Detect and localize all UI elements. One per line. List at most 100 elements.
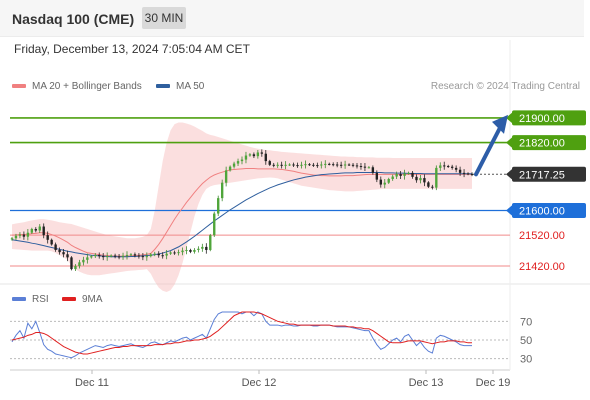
candle-body xyxy=(113,255,117,257)
candle-body xyxy=(62,252,65,255)
candle-body xyxy=(82,259,85,263)
legend-ma50: MA 50 xyxy=(156,81,204,92)
candle-body xyxy=(54,244,57,250)
candle-body xyxy=(276,164,279,166)
x-tick-label-1: Dec 12 xyxy=(242,377,277,389)
level-tag-2 xyxy=(512,166,586,182)
candle-body xyxy=(312,164,315,166)
candle-body xyxy=(70,257,73,270)
legend-ma20-label: MA 20 + Bollinger Bands xyxy=(32,81,142,92)
candle-body xyxy=(109,255,113,257)
candle-body xyxy=(447,166,450,168)
candle-body xyxy=(403,173,406,176)
level-tag-0 xyxy=(512,110,586,126)
bollinger-band-area xyxy=(12,122,472,292)
legend-9ma-label: 9MA xyxy=(82,294,103,305)
candle-body xyxy=(177,252,180,254)
x-tick-label-3: Dec 19 xyxy=(476,377,511,389)
candle-body xyxy=(288,164,291,166)
candle-body xyxy=(105,256,109,258)
candle-body xyxy=(466,173,470,175)
candle-body xyxy=(470,174,474,176)
ma50-line xyxy=(11,172,472,258)
candle-body xyxy=(181,250,184,253)
candle-body xyxy=(189,249,192,252)
candle-body xyxy=(423,178,426,183)
legend-ma20: MA 20 + Bollinger Bands xyxy=(12,81,142,92)
candle-body xyxy=(94,254,97,257)
candle-body xyxy=(197,248,200,250)
candle-body xyxy=(102,256,105,258)
candle-body xyxy=(415,176,418,181)
candle-body xyxy=(411,172,414,177)
level-tag-1 xyxy=(512,135,586,151)
candle-body xyxy=(201,246,204,249)
candle-body xyxy=(335,164,339,166)
legend-ma20-swatch xyxy=(12,84,26,89)
candle-body xyxy=(173,252,176,254)
candle-body xyxy=(228,166,232,171)
candle-body xyxy=(419,178,422,181)
candle-body xyxy=(407,172,410,174)
candle-body xyxy=(213,213,216,236)
candle-body xyxy=(363,166,367,168)
candle-body xyxy=(252,154,256,157)
candle-body xyxy=(26,232,30,237)
candle-body xyxy=(450,166,454,168)
candle-body xyxy=(129,254,133,256)
candle-body xyxy=(395,174,398,177)
x-tick-label-2: Dec 13 xyxy=(409,377,444,389)
candle-body xyxy=(359,166,363,168)
candle-body xyxy=(157,253,160,256)
candle-body xyxy=(320,164,323,166)
level-label-1: 21820.00 xyxy=(519,138,565,150)
level-label-5: 21420.00 xyxy=(519,261,565,273)
candle-body xyxy=(355,165,359,167)
header-bar: Nasdaq 100 (CME) 30 MIN xyxy=(0,0,584,37)
candle-body xyxy=(137,255,141,257)
candle-body xyxy=(343,164,347,166)
rsi-tick-1: 50 xyxy=(520,335,532,347)
candle-body xyxy=(141,256,145,258)
candle-body xyxy=(78,262,81,267)
candle-body xyxy=(205,246,208,250)
candle-body xyxy=(272,164,275,166)
legend-ma50-swatch xyxy=(156,84,170,89)
candle-body xyxy=(347,164,351,166)
candle-body xyxy=(280,164,283,166)
candle-body xyxy=(117,256,121,258)
candle-body xyxy=(161,255,164,257)
candle-body xyxy=(264,153,267,162)
candle-body xyxy=(90,256,93,258)
candle-body xyxy=(260,152,264,154)
legend-rsi-label: RSI xyxy=(32,294,49,305)
candle-body xyxy=(209,235,212,250)
level-tag-3 xyxy=(512,202,586,218)
candle-body xyxy=(236,161,240,164)
candle-body xyxy=(169,252,172,254)
candle-body xyxy=(58,249,61,253)
candle-body xyxy=(224,170,228,183)
candle-body xyxy=(443,165,446,167)
candle-body xyxy=(292,164,295,166)
level-label-0: 21900.00 xyxy=(519,113,565,125)
candle-body xyxy=(351,164,355,166)
candle-body xyxy=(379,179,382,185)
timeframe-button[interactable]: 30 MIN xyxy=(142,7,186,29)
ma20-line xyxy=(11,168,472,257)
level-tag-pointer-0 xyxy=(506,111,513,124)
candle-body xyxy=(383,182,386,185)
candle-body xyxy=(256,152,260,157)
candle-body xyxy=(42,226,45,236)
candle-body xyxy=(316,165,319,167)
level-tag-pointer-2 xyxy=(506,168,513,181)
candle-body xyxy=(185,249,188,251)
candle-body xyxy=(244,155,248,160)
candle-body xyxy=(66,254,69,258)
candle-body xyxy=(296,165,299,167)
candle-body xyxy=(462,172,466,174)
candle-body xyxy=(391,176,394,180)
legend-9ma: 9MA xyxy=(62,294,103,305)
candle-body xyxy=(38,226,41,231)
